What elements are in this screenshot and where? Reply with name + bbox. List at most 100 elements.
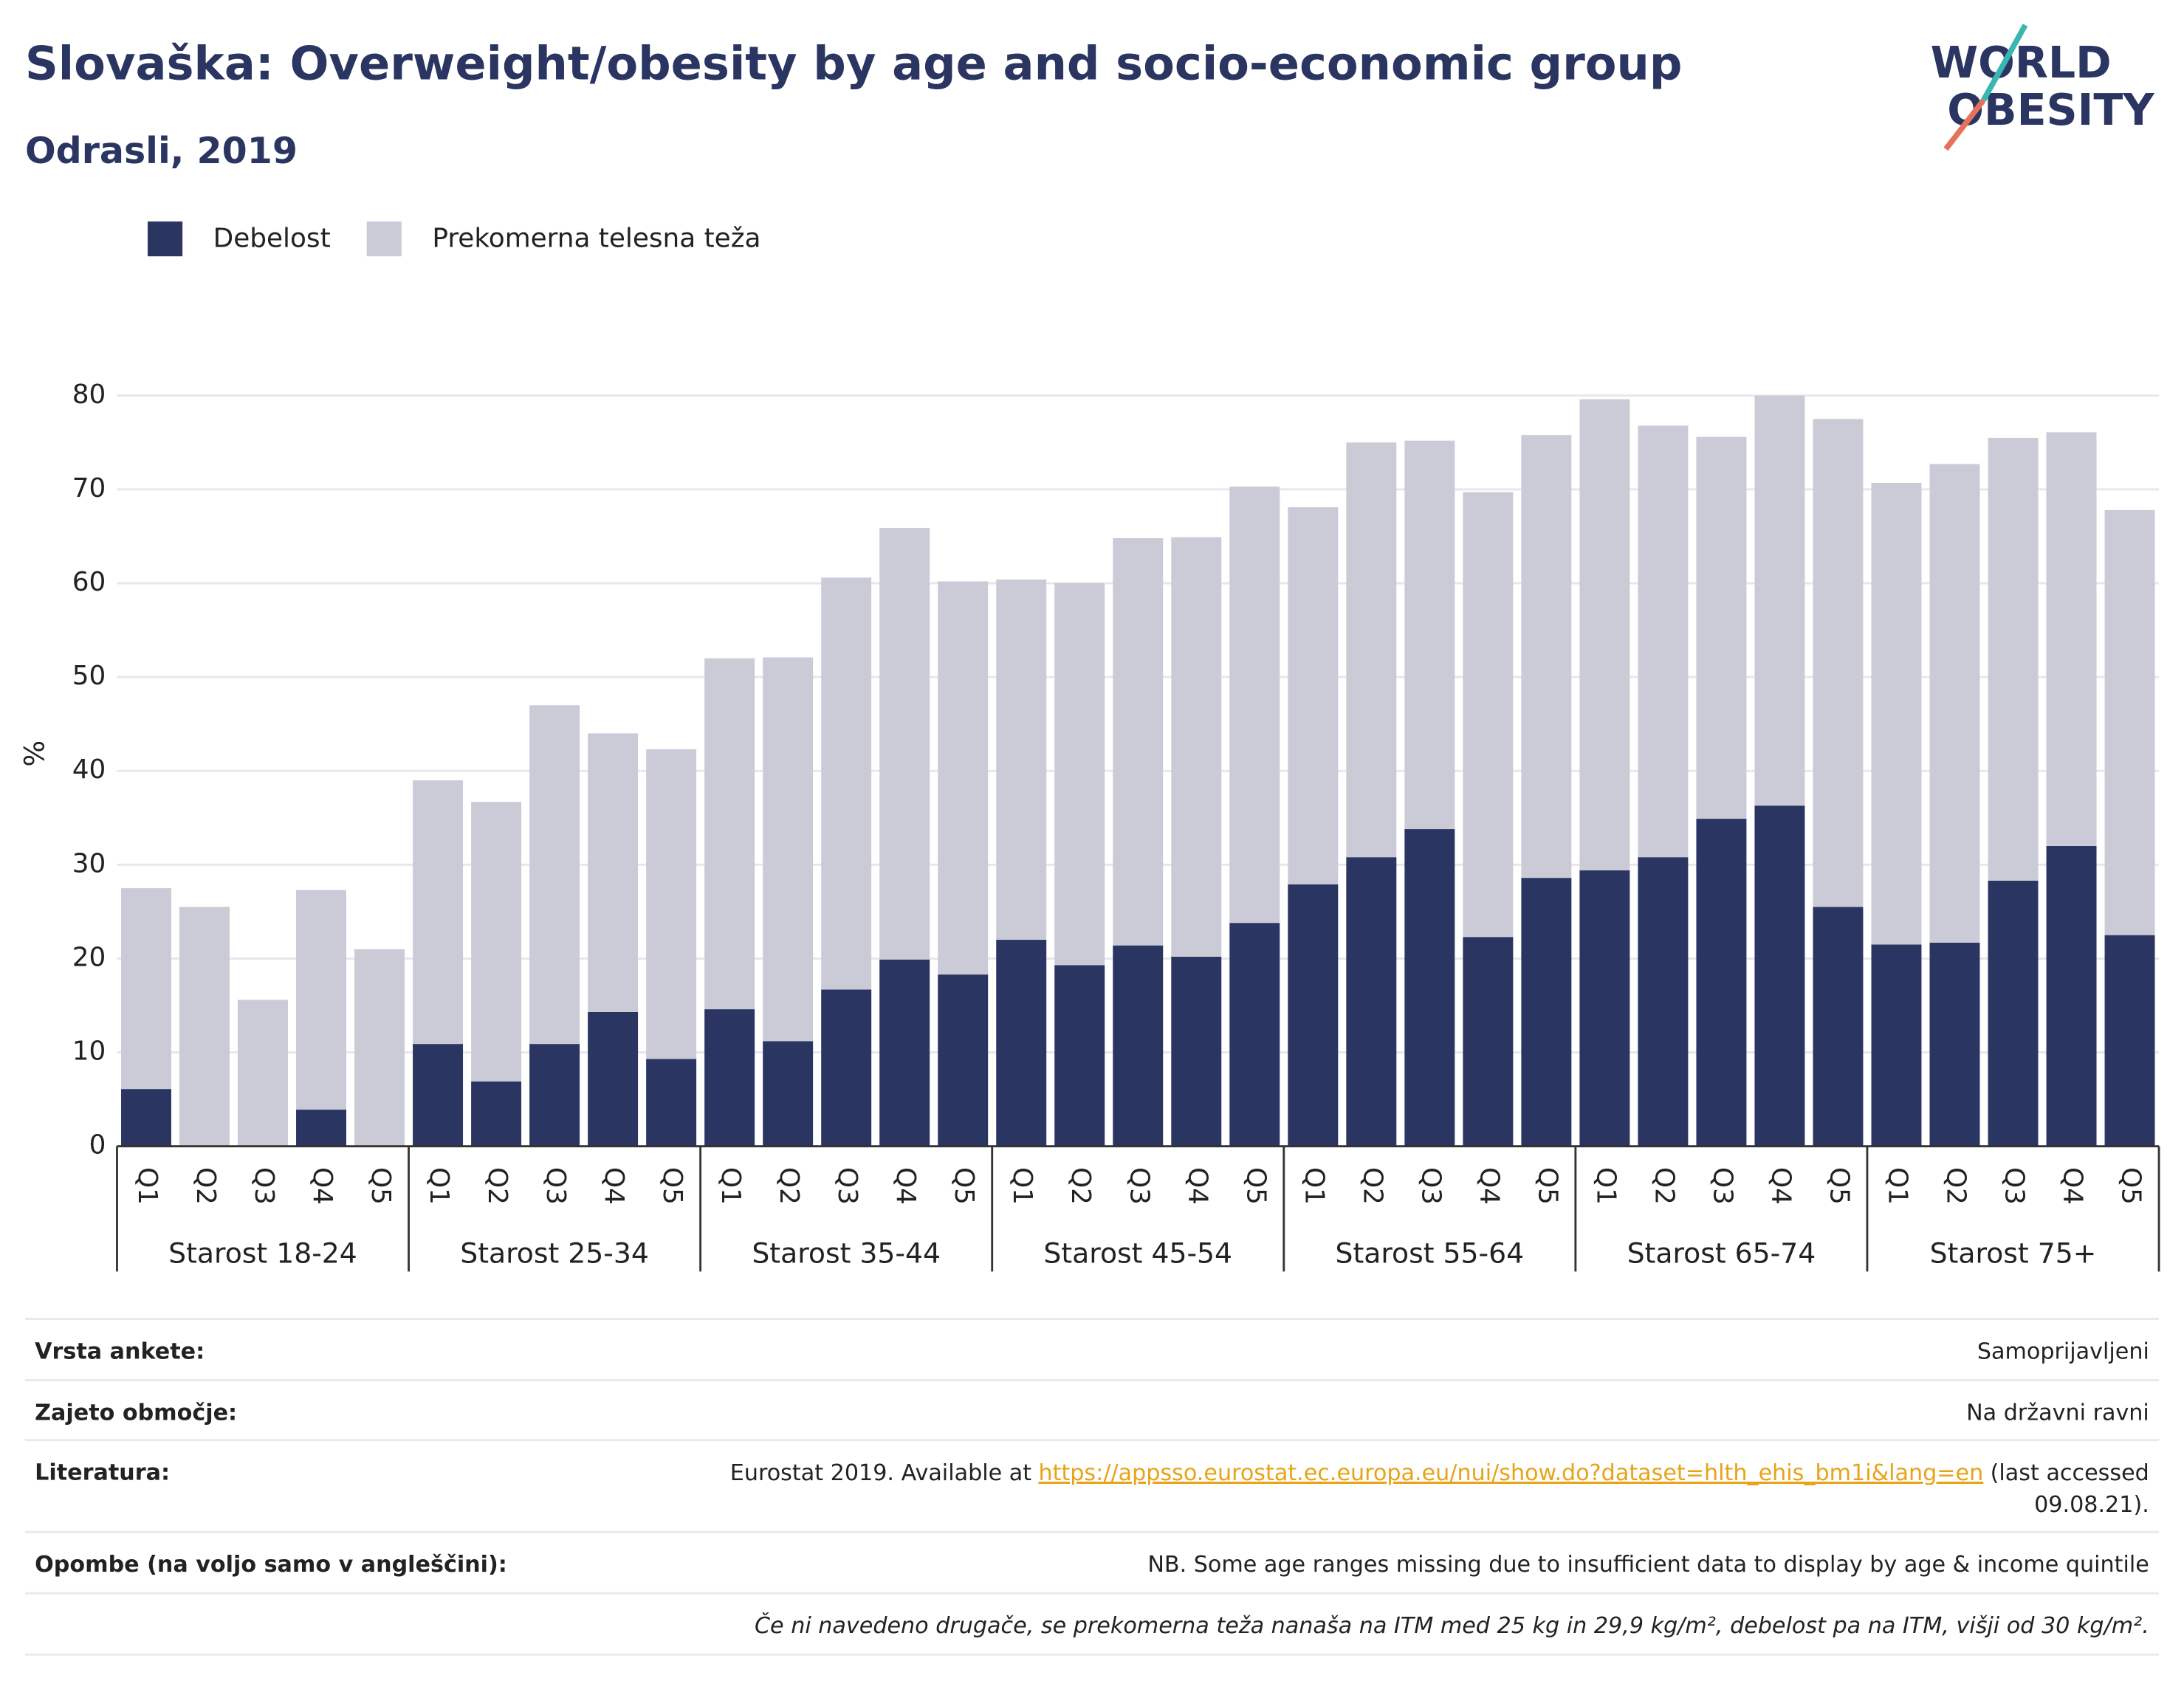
bar-segment — [821, 577, 872, 990]
x-tick-label: Q3 — [1124, 1167, 1154, 1205]
bar-segment — [1404, 440, 1455, 830]
legend-swatch — [366, 221, 402, 257]
y-tick-label: 20 — [72, 942, 106, 972]
reference-link[interactable]: https://appsso.eurostat.ec.europa.eu/nui… — [1039, 1460, 1984, 1485]
bar-segment — [588, 1011, 639, 1146]
bar-segment — [1871, 483, 1922, 945]
y-tick-label: 0 — [89, 1130, 106, 1161]
bar-segment — [1288, 884, 1339, 1146]
chart-subtitle: Odrasli, 2019 — [25, 129, 298, 172]
bar-segment — [879, 528, 930, 960]
bar-segment — [471, 1081, 522, 1146]
group-label: Starost 35-44 — [752, 1237, 941, 1269]
y-axis-label: % — [18, 740, 51, 767]
bar-segment — [120, 1089, 171, 1146]
x-tick-label: Q1 — [1882, 1167, 1912, 1205]
x-tick-label: Q4 — [2058, 1167, 2088, 1205]
bar-segment — [1404, 829, 1455, 1146]
x-tick-label: Q4 — [307, 1167, 337, 1205]
group-label: Starost 45-54 — [1043, 1237, 1232, 1269]
bar-segment — [354, 949, 405, 1146]
bar-segment — [1871, 944, 1922, 1146]
logo-text: OBESITY — [1947, 85, 2154, 135]
x-tick-label: Q5 — [365, 1167, 396, 1205]
bar-segment — [529, 705, 580, 1045]
y-tick-label: 80 — [72, 379, 106, 410]
x-tick-label: Q3 — [249, 1167, 279, 1205]
y-tick-label: 70 — [72, 473, 106, 503]
bar-segment — [1054, 965, 1105, 1146]
bar-segment — [704, 658, 755, 1010]
bar-segment — [704, 1009, 755, 1146]
bar-segment — [1579, 870, 1630, 1146]
footer-value: Samoprijavljeni — [1977, 1338, 2149, 1364]
bar-segment — [938, 581, 989, 975]
group-label: Starost 75+ — [1930, 1237, 2097, 1269]
bar-segment — [1229, 923, 1280, 1146]
bar-segment — [413, 1044, 464, 1146]
x-tick-label: Q4 — [1765, 1167, 1796, 1205]
footer-note: Če ni navedeno drugače, se prekomerna te… — [755, 1612, 2149, 1639]
bar-segment — [1463, 937, 1514, 1146]
x-tick-label: Q5 — [1240, 1167, 1271, 1205]
x-tick-label: Q1 — [1590, 1167, 1621, 1205]
bar-segment — [2046, 432, 2097, 846]
bar-segment — [1171, 956, 1222, 1146]
bar-segment — [588, 733, 639, 1012]
footer-label: Vrsta ankete: — [35, 1338, 205, 1364]
group-label: Starost 65-74 — [1627, 1237, 1816, 1269]
bar-segment — [1579, 399, 1630, 870]
x-tick-label: Q5 — [1532, 1167, 1562, 1205]
bar-segment — [1638, 425, 1689, 858]
x-tick-label: Q1 — [1299, 1167, 1329, 1205]
legend-label: Prekomerna telesna teža — [432, 224, 760, 254]
x-tick-label: Q3 — [540, 1167, 571, 1205]
bar-segment — [1113, 538, 1164, 946]
bar-segment — [296, 1110, 346, 1146]
x-tick-label: Q2 — [1357, 1167, 1387, 1205]
bar-segment — [1638, 857, 1689, 1146]
y-tick-label: 60 — [72, 567, 106, 597]
bar-segment — [2104, 935, 2155, 1146]
bar-segment — [1696, 436, 1747, 819]
bar-segment — [471, 802, 522, 1082]
x-tick-label: Q4 — [599, 1167, 629, 1205]
x-tick-label: Q3 — [1999, 1167, 2030, 1205]
x-tick-label: Q5 — [949, 1167, 979, 1205]
footer-label: Zajeto območje: — [35, 1400, 237, 1426]
bar-segment — [1813, 907, 1864, 1146]
bar-segment — [2046, 845, 2097, 1146]
footer-value: Na državni ravni — [1966, 1400, 2149, 1426]
bar-segment — [1696, 819, 1747, 1146]
x-tick-label: Q4 — [1182, 1167, 1212, 1205]
x-tick-label: Q2 — [774, 1167, 804, 1205]
logo-slash — [1943, 98, 1986, 151]
bar-segment — [646, 1059, 697, 1146]
logo-text: WORLD — [1931, 38, 2112, 88]
x-tick-label: Q3 — [832, 1167, 862, 1205]
bar-segment — [1229, 487, 1280, 924]
y-tick-label: 30 — [72, 848, 106, 879]
chart-title: Slovaška: Overweight/obesity by age and … — [25, 37, 1682, 91]
footer-label: Literatura: — [35, 1460, 170, 1485]
x-tick-label: Q2 — [1940, 1167, 1971, 1205]
bar-segment — [1113, 945, 1164, 1146]
bar-segment — [1171, 537, 1222, 957]
bar-segment — [1346, 857, 1397, 1146]
x-tick-label: Q3 — [1707, 1167, 1737, 1205]
bar-segment — [1929, 464, 1980, 943]
x-tick-label: Q5 — [1824, 1167, 1854, 1205]
reference-text: (last accessed — [1991, 1460, 2149, 1485]
x-tick-label: Q2 — [1065, 1167, 1096, 1205]
x-tick-label: Q1 — [715, 1167, 746, 1205]
bar-segment — [2104, 509, 2155, 935]
bar-segment — [1988, 438, 2039, 881]
bar-segment — [238, 1000, 288, 1146]
bar-segment — [763, 657, 814, 1042]
bar-segment — [296, 890, 346, 1110]
bar-segment — [529, 1044, 580, 1146]
bar-segment — [1288, 507, 1339, 885]
bar-segment — [1521, 878, 1572, 1146]
bar-segment — [1521, 435, 1572, 879]
